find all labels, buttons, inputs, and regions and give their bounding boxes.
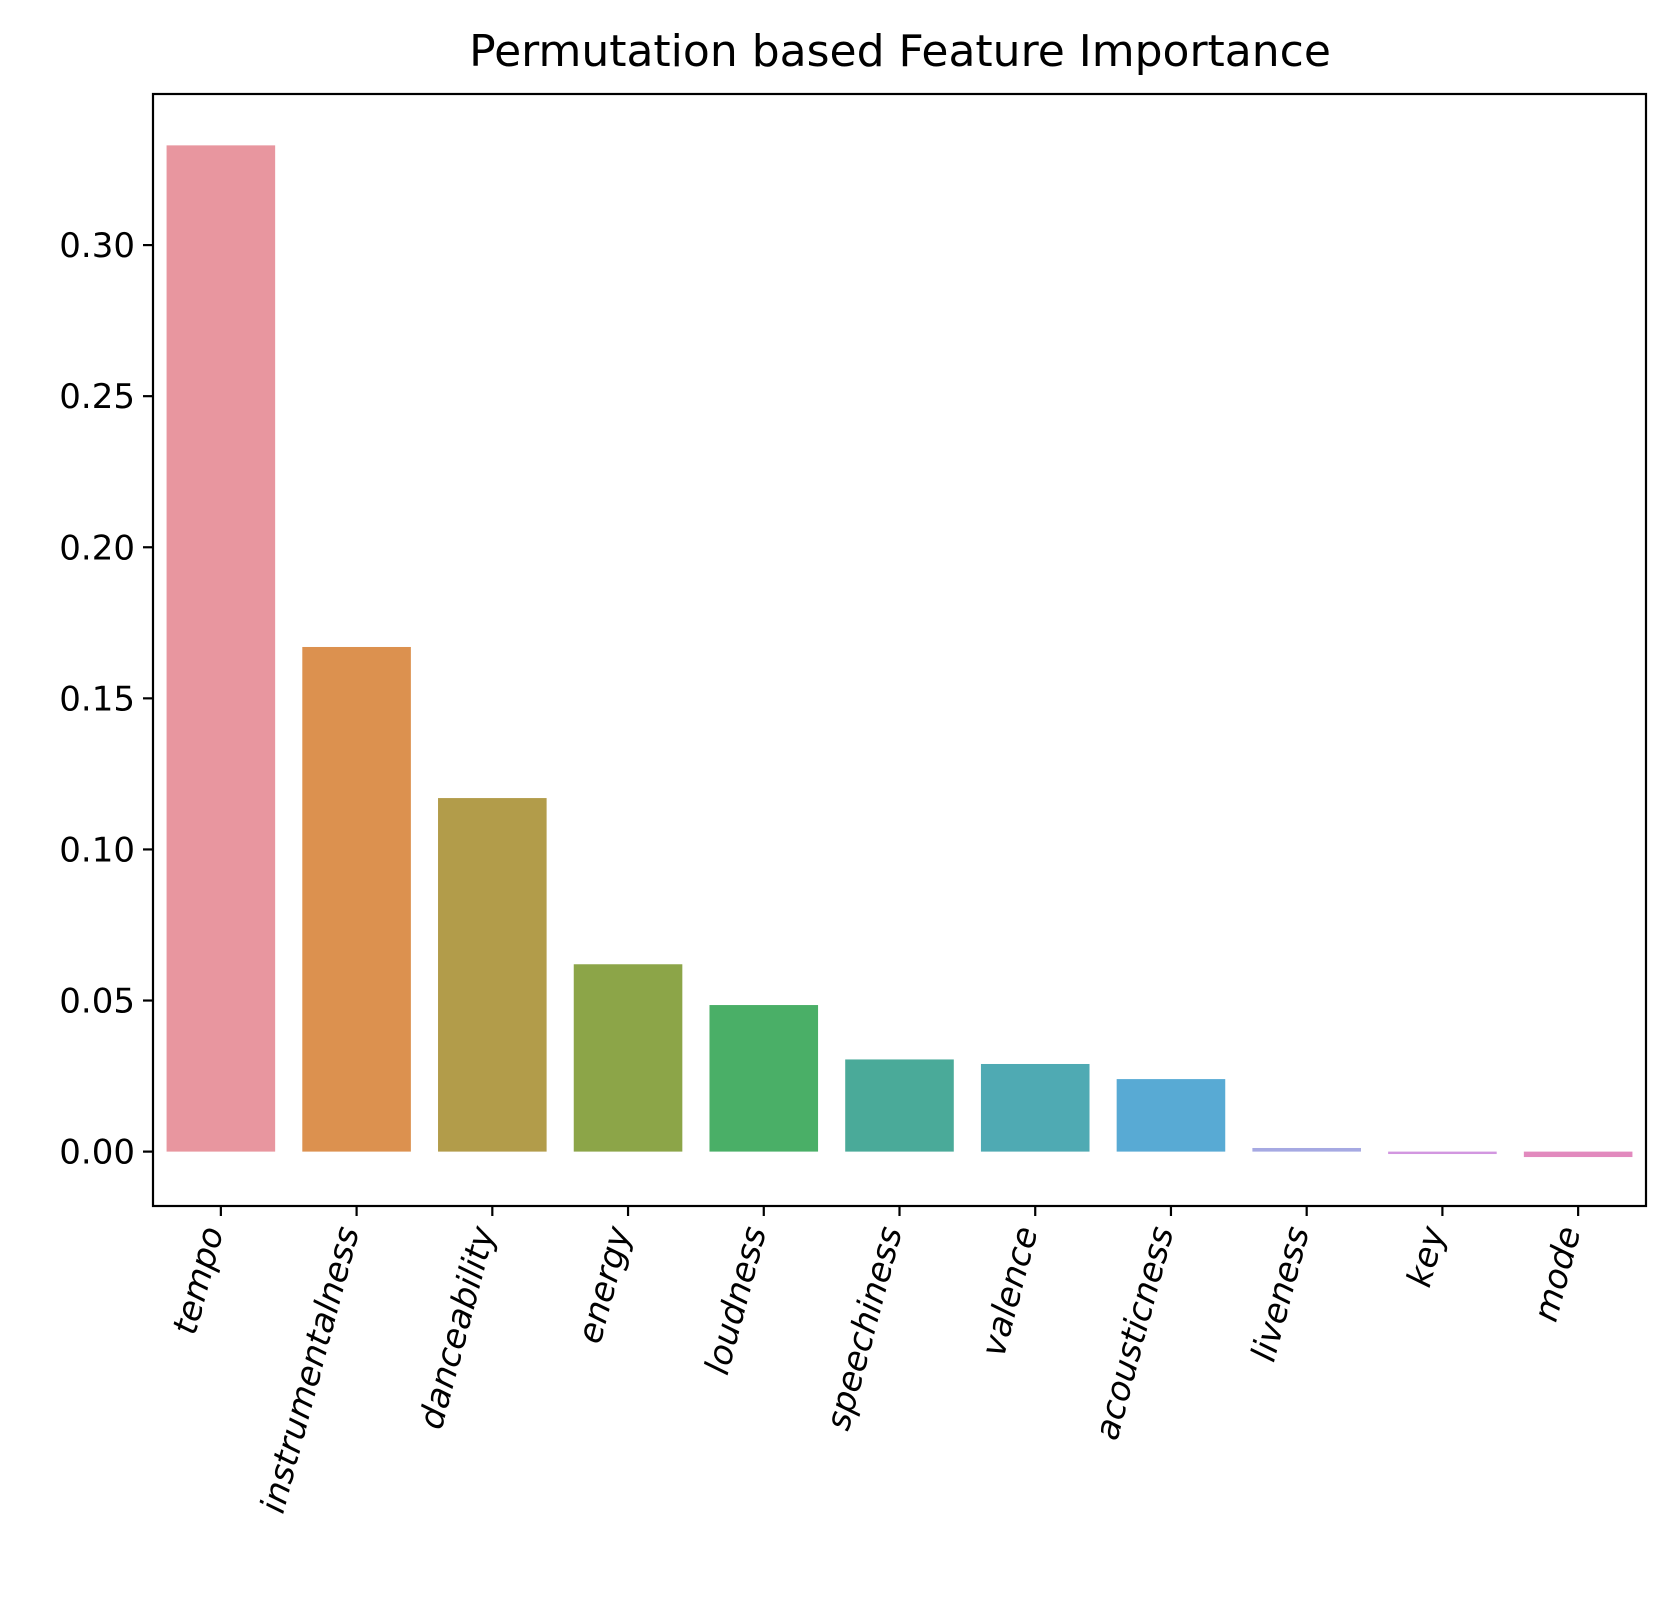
y-axis: 0.00 0.05 0.10 0.15 0.20 0.25 0.30 xyxy=(59,226,153,1173)
bar-danceability xyxy=(438,798,547,1152)
y-tick-label: 0.15 xyxy=(59,679,135,719)
x-tick-label-danceability: danceability xyxy=(411,1221,504,1433)
bar-instrumentalness xyxy=(302,646,411,1152)
x-tick-label-energy: energy xyxy=(570,1221,640,1347)
bar-key xyxy=(1388,1151,1497,1155)
x-axis: tempo instrumentalness danceability energy l… xyxy=(165,1206,1589,1517)
bar-speechiness xyxy=(845,1059,954,1152)
x-tick-label-speechiness: speechiness xyxy=(818,1222,911,1434)
y-tick-label: 0.20 xyxy=(59,528,135,568)
bar-mode xyxy=(1523,1151,1633,1158)
x-tick-label-key: key xyxy=(1399,1221,1454,1291)
y-tick-label: 0.00 xyxy=(59,1133,135,1173)
bar-tempo xyxy=(166,145,276,1152)
y-tick-label: 0.05 xyxy=(59,982,135,1022)
x-tick-label-valence: valence xyxy=(974,1222,1047,1360)
bar-liveness xyxy=(1252,1147,1361,1152)
chart-title: Permutation based Feature Importance xyxy=(469,26,1331,77)
bar-valence xyxy=(980,1063,1090,1152)
bars xyxy=(166,145,1633,1158)
y-tick-label: 0.25 xyxy=(59,377,135,417)
x-tick-label-loudness: loudness xyxy=(697,1222,775,1378)
bar-energy xyxy=(573,964,683,1152)
y-tick-label: 0.30 xyxy=(59,226,135,266)
x-tick-label-liveness: liveness xyxy=(1244,1222,1318,1365)
x-tick-label-mode: mode xyxy=(1526,1222,1590,1325)
y-tick-label: 0.10 xyxy=(59,830,135,870)
x-tick-label-instrumentalness: instrumentalness xyxy=(253,1222,368,1517)
x-tick-label-tempo: tempo xyxy=(165,1222,232,1338)
bar-acousticness xyxy=(1116,1079,1226,1152)
x-tick-label-acousticness: acousticness xyxy=(1087,1222,1182,1444)
bar-loudness xyxy=(709,1005,819,1152)
plot-frame xyxy=(151,92,1648,1208)
